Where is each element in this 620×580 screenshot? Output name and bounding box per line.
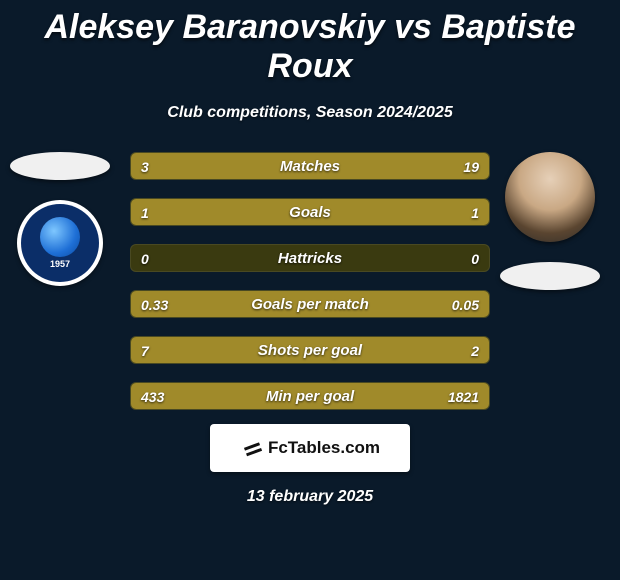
stat-label: Hattricks [131, 245, 489, 272]
brand-logo-icon [240, 437, 262, 459]
stat-row: 319Matches [130, 152, 490, 180]
brand-text: FcTables.com [268, 438, 380, 458]
comparison-area: 1957 319Matches 11Goals 00Hattricks 0.330.0… [0, 152, 620, 410]
stat-row: 11Goals [130, 198, 490, 226]
subtitle: Club competitions, Season 2024/2025 [0, 104, 620, 122]
stat-label: Matches [131, 153, 489, 180]
stat-row: 72Shots per goal [130, 336, 490, 364]
stat-row: 00Hattricks [130, 244, 490, 272]
brand-link[interactable]: FcTables.com [210, 424, 410, 472]
club-year: 1957 [50, 259, 70, 269]
date-label: 13 february 2025 [0, 488, 620, 506]
country-flag-right [500, 262, 600, 290]
country-flag-left [10, 152, 110, 180]
stat-label: Goals [131, 199, 489, 226]
stat-label: Min per goal [131, 383, 489, 410]
stat-row: 4331821Min per goal [130, 382, 490, 410]
club-badge-left: 1957 [17, 200, 103, 286]
page-title: Aleksey Baranovskiy vs Baptiste Roux [0, 0, 620, 86]
stat-row: 0.330.05Goals per match [130, 290, 490, 318]
stat-label: Goals per match [131, 291, 489, 318]
player-left-column: 1957 [10, 152, 110, 286]
stat-label: Shots per goal [131, 337, 489, 364]
player-right-column [490, 152, 610, 290]
stat-bars: 319Matches 11Goals 00Hattricks 0.330.05Goal… [130, 152, 490, 410]
player-photo-right [505, 152, 595, 242]
globe-icon [40, 217, 80, 257]
